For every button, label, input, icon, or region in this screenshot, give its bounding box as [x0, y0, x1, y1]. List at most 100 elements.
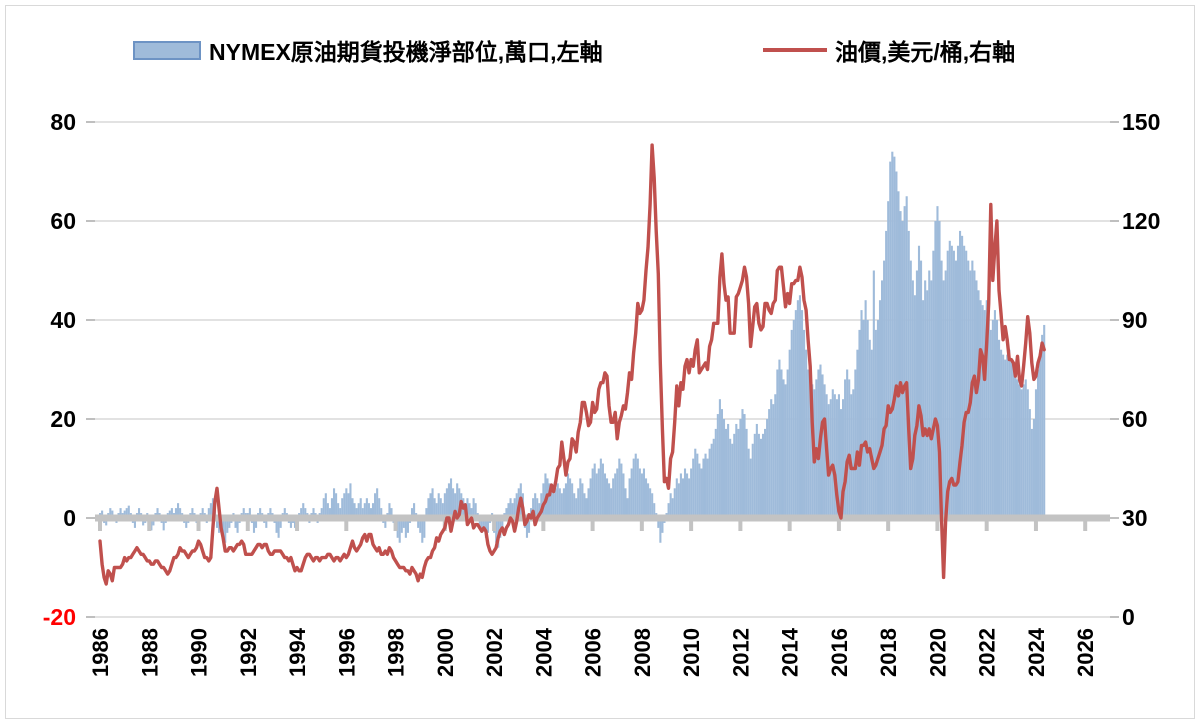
net-position-bar — [345, 488, 348, 518]
x-axis-tick-label: 2004 — [531, 627, 556, 677]
net-position-bar — [930, 280, 933, 518]
net-position-bar — [593, 463, 596, 518]
net-position-bar — [716, 414, 719, 518]
x-axis-tick-label: 1996 — [334, 628, 359, 677]
net-position-bar — [133, 518, 136, 528]
x-axis-tick-label: 2014 — [778, 627, 803, 677]
net-position-bar — [495, 518, 498, 543]
x-axis-tick-label: 2002 — [482, 628, 507, 677]
x-axis-tick-label: 2026 — [1073, 628, 1098, 677]
net-position-bar — [174, 508, 178, 518]
net-position-bar — [932, 250, 935, 518]
net-position-bar — [618, 458, 621, 518]
net-position-bar — [669, 493, 672, 518]
legend-item-oil-price: 油價,美元/桶,右軸 — [763, 33, 1015, 67]
net-position-bar — [946, 250, 949, 518]
net-position-bar — [965, 250, 968, 518]
net-position-bar — [891, 151, 894, 518]
net-position-bar — [562, 488, 565, 518]
x-axis-tick-label: 2006 — [581, 628, 606, 677]
net-position-bar — [222, 518, 225, 538]
net-position-bar — [1000, 349, 1003, 518]
net-position-bar — [111, 510, 114, 518]
net-position-bar — [552, 493, 555, 518]
net-position-bar — [1014, 369, 1017, 518]
net-position-bar — [755, 423, 758, 518]
net-position-bar — [466, 498, 469, 518]
net-position-bar — [599, 458, 602, 518]
net-position-bar — [903, 206, 906, 518]
net-position-bar — [179, 508, 182, 518]
net-position-bar — [961, 235, 964, 518]
net-position-bar — [511, 503, 514, 518]
net-position-bar — [283, 508, 286, 518]
net-position-bar — [616, 468, 619, 518]
net-position-bar — [690, 468, 693, 518]
net-position-bar — [854, 369, 857, 518]
net-position-bar — [720, 409, 724, 518]
net-position-bar — [700, 468, 703, 518]
x-axis-tick-label: 2024 — [1024, 627, 1049, 677]
net-position-bar — [803, 329, 806, 518]
net-position-bar — [224, 518, 227, 543]
net-position-bar — [866, 320, 869, 518]
net-position-bar — [413, 503, 416, 518]
net-position-bar — [920, 260, 923, 518]
right-axis-tick-label: 60 — [1122, 406, 1148, 432]
net-position-bar — [862, 320, 865, 518]
net-position-bar — [595, 473, 598, 518]
net-position-bar — [889, 161, 892, 518]
net-position-bar — [275, 518, 278, 533]
net-position-bar — [1006, 354, 1009, 518]
net-position-bar — [142, 518, 145, 526]
net-position-bar — [234, 518, 237, 528]
net-position-bar — [532, 498, 535, 518]
net-position-bar — [725, 428, 728, 518]
net-position-bar — [384, 518, 387, 528]
net-position-bar — [515, 493, 518, 518]
legend-item-net-position: NYMEX原油期貨投機淨部位,萬口,左軸 — [133, 33, 603, 67]
net-position-bar — [608, 483, 611, 518]
net-position-bar — [447, 483, 451, 518]
net-position-bar — [472, 498, 475, 518]
net-position-bar — [981, 305, 984, 518]
net-position-bar — [390, 508, 393, 518]
net-position-bar — [630, 468, 633, 518]
net-position-bar — [1004, 359, 1007, 518]
net-position-bar — [480, 518, 483, 533]
net-position-bar — [942, 280, 945, 518]
net-position-bar — [796, 300, 799, 518]
x-axis-tick-label: 2012 — [728, 628, 753, 677]
net-position-bar — [768, 409, 771, 518]
net-position-bar — [702, 458, 705, 518]
net-position-bar — [722, 419, 726, 518]
net-position-bar — [1034, 389, 1038, 518]
x-axis-tick-label: 1998 — [384, 628, 409, 677]
right-axis-tick-label: 90 — [1122, 307, 1148, 333]
net-position-bar — [956, 245, 960, 518]
net-position-bar — [837, 394, 840, 518]
net-position-bar — [745, 428, 748, 518]
net-position-bar — [427, 498, 430, 518]
net-position-bar — [963, 245, 966, 518]
net-position-bar — [798, 295, 801, 518]
net-position-bar — [332, 488, 336, 518]
net-position-bar — [653, 503, 656, 518]
net-position-bar — [772, 404, 775, 518]
net-position-bar — [312, 508, 315, 518]
net-position-bar — [156, 508, 159, 518]
net-position-bar — [597, 468, 600, 518]
net-position-bar — [581, 483, 584, 518]
left-axis-tick-label: 0 — [63, 505, 76, 531]
net-position-bar — [858, 329, 861, 518]
net-position-bar — [441, 503, 444, 518]
net-position-bar — [328, 508, 331, 518]
net-position-bar — [482, 518, 485, 528]
net-position-bar — [677, 483, 680, 518]
left-axis-tick-label: 80 — [50, 109, 76, 135]
net-position-bar — [823, 384, 826, 518]
net-position-bar — [636, 458, 639, 518]
net-position-bar — [150, 518, 153, 531]
net-position-bar — [698, 463, 701, 518]
net-position-bar — [371, 503, 375, 518]
